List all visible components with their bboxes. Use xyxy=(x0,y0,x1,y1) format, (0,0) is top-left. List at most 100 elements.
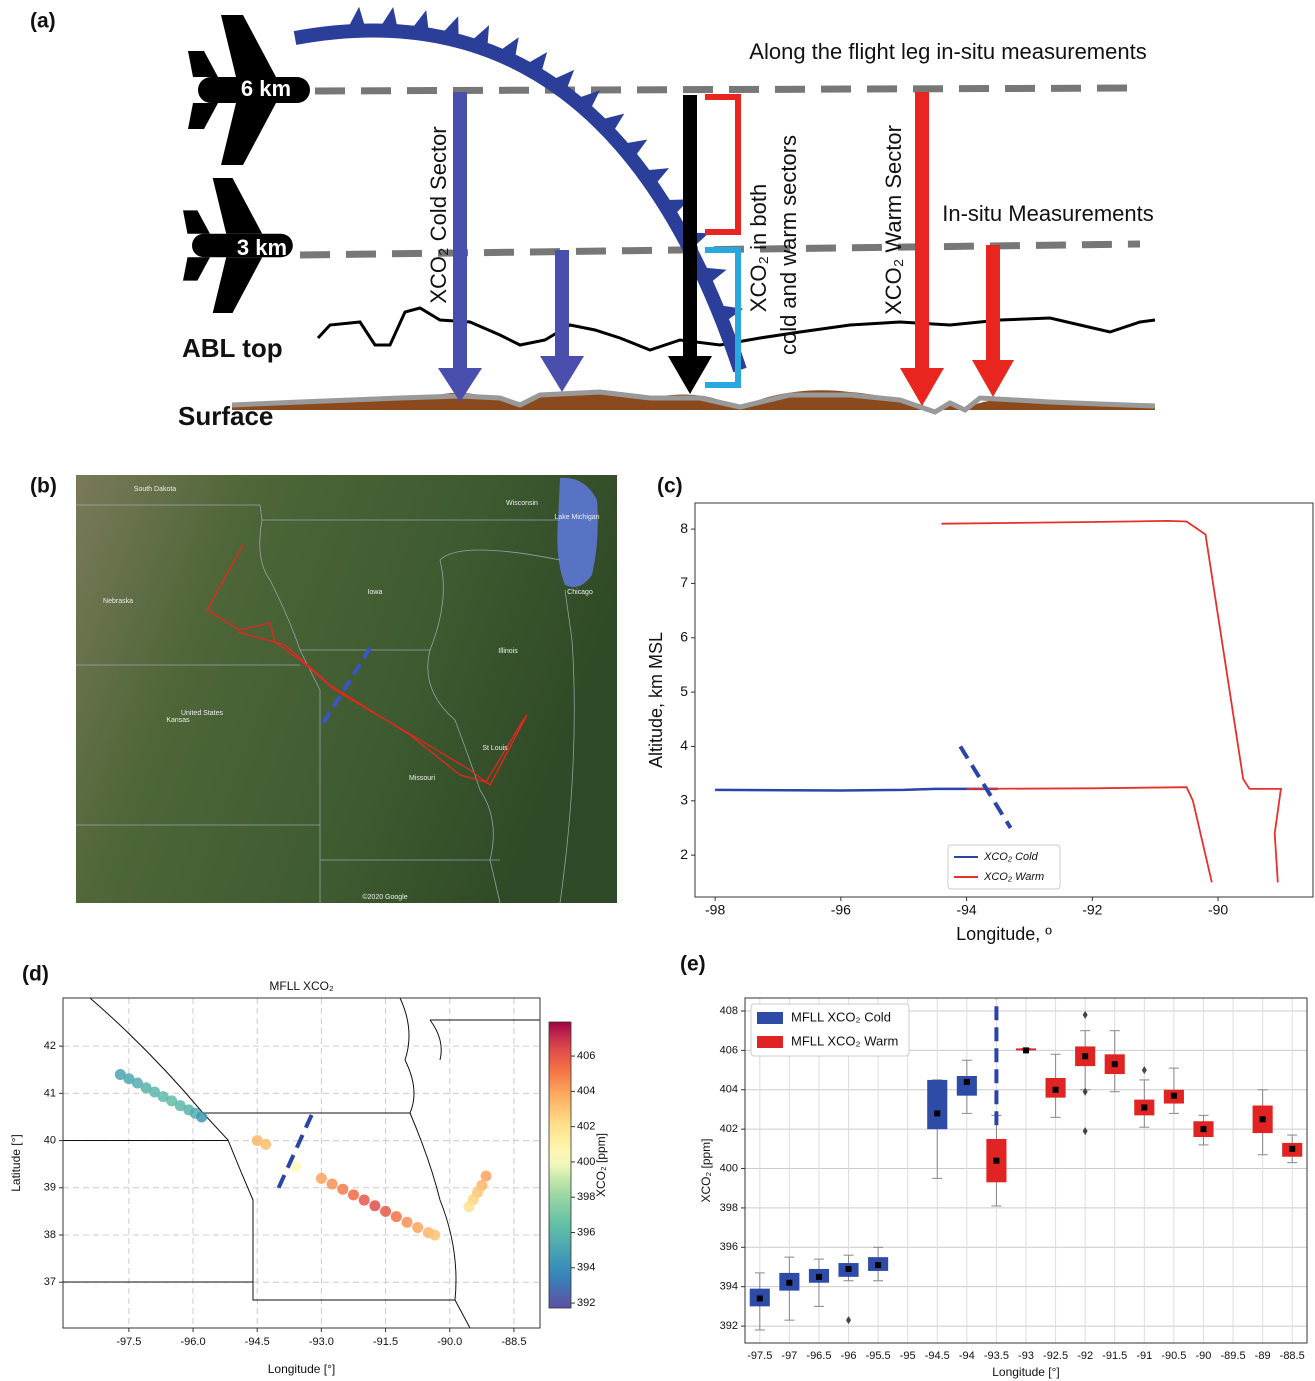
plot-frame xyxy=(694,502,1314,898)
x-tick-label: -96 xyxy=(831,902,851,918)
abl-top-line xyxy=(316,306,1156,352)
mean-marker xyxy=(1289,1145,1296,1152)
legend-label: MFLL XCO₂ Cold xyxy=(791,1009,891,1024)
lake xyxy=(557,477,598,588)
x-tick-label: -91 xyxy=(1136,1350,1152,1362)
map-label: Wisconsin xyxy=(506,500,538,507)
data-point xyxy=(401,1216,413,1228)
colorbar-tick-label: 394 xyxy=(577,1262,595,1274)
colorbar-tick-label: 400 xyxy=(577,1156,595,1168)
x-tick-label: -91.5 xyxy=(1102,1350,1127,1362)
y-tick-label: 396 xyxy=(720,1241,738,1253)
y-tick-label: 398 xyxy=(720,1202,738,1214)
y-tick-label: 402 xyxy=(720,1123,738,1135)
x-tick-label: -89 xyxy=(1255,1350,1271,1362)
front-tooth xyxy=(439,16,459,41)
data-point xyxy=(140,1082,152,1094)
mean-marker xyxy=(1082,1053,1089,1060)
data-point xyxy=(429,1229,441,1241)
front-tooth xyxy=(641,168,670,188)
arrow-head xyxy=(540,356,584,392)
x-tick-label: -89.5 xyxy=(1221,1350,1246,1362)
mean-marker xyxy=(1200,1126,1207,1133)
mean-marker xyxy=(815,1273,822,1280)
front-tooth xyxy=(573,90,600,113)
x-tick-label: -93.5 xyxy=(984,1350,1009,1362)
x-tick-label: -98 xyxy=(705,902,725,918)
x-tick-label: -92 xyxy=(1077,1350,1093,1362)
front-line xyxy=(320,646,372,727)
annotation: Surface xyxy=(178,401,273,431)
annotation: Along the flight leg in-situ measurement… xyxy=(749,39,1146,64)
altitude-line xyxy=(314,84,1141,95)
mean-marker xyxy=(1170,1092,1177,1099)
front-tooth xyxy=(409,10,430,35)
box xyxy=(927,1079,948,1130)
y-axis-label: Latitude [°] xyxy=(9,1134,23,1192)
mean-marker xyxy=(1141,1104,1148,1111)
mean-marker xyxy=(875,1262,882,1269)
plot-area xyxy=(695,503,1313,897)
map-label: Illinois xyxy=(498,648,518,655)
chart-title: MFLL XCO₂ xyxy=(269,979,334,993)
mean-marker xyxy=(993,1157,1000,1164)
bracket xyxy=(705,94,741,235)
x-tick-label: -88.5 xyxy=(501,1336,526,1348)
map-label: United States xyxy=(181,710,224,717)
altitude-label: 3 km xyxy=(237,235,287,260)
y-tick-label: 4 xyxy=(680,737,688,753)
x-tick-label: -97 xyxy=(781,1350,797,1362)
annotation: cold and warm sectors xyxy=(776,135,801,355)
y-tick-label: 408 xyxy=(720,1005,738,1017)
map-label: ©2020 Google xyxy=(362,893,407,901)
data-point xyxy=(326,1178,338,1190)
data-point xyxy=(114,1068,126,1080)
mean-marker xyxy=(934,1110,941,1117)
x-tick-label: -97.5 xyxy=(116,1336,141,1348)
x-tick-label: -95.5 xyxy=(866,1350,891,1362)
y-tick-label: 41 xyxy=(44,1087,56,1099)
surface-line xyxy=(231,389,1156,415)
flight-track xyxy=(206,544,528,786)
data-point xyxy=(412,1221,424,1233)
map-labels: South Dakota Wisconsin Lake Michigan Nebras… xyxy=(103,486,600,901)
y-tick-label: 406 xyxy=(720,1044,738,1056)
colorbar-tick-label: 404 xyxy=(577,1085,595,1097)
arrow xyxy=(683,95,697,360)
state-border xyxy=(409,1112,471,1329)
x-tick-label: -92 xyxy=(1082,902,1102,918)
mean-marker xyxy=(1111,1061,1118,1068)
plot-frame xyxy=(62,997,541,1329)
data-point xyxy=(390,1211,402,1223)
data-point xyxy=(131,1077,143,1089)
plot-frame xyxy=(744,997,1308,1344)
x-tick-label: -94.5 xyxy=(925,1350,950,1362)
annotation: In-situ Measurements xyxy=(942,201,1154,226)
front-tooth xyxy=(346,6,367,32)
x-tick-label: -90 xyxy=(1196,1350,1212,1362)
y-tick-label: 38 xyxy=(44,1229,56,1241)
data-line xyxy=(941,519,1282,883)
arrow-head xyxy=(972,360,1014,397)
altitude-label: 6 km xyxy=(241,76,291,101)
arrow xyxy=(986,245,1000,365)
x-tick-label: -97.5 xyxy=(747,1350,772,1362)
map-label: Kansas xyxy=(166,717,190,724)
colorbar xyxy=(548,1021,572,1309)
mean-marker xyxy=(786,1279,793,1286)
panel-label: (d) xyxy=(22,963,49,986)
colorbar-tick-label: 398 xyxy=(577,1191,595,1203)
annotation: XCO₂ Warm Sector xyxy=(881,125,906,315)
map-label: Lake Michigan xyxy=(554,514,599,521)
front-tooth xyxy=(698,267,727,286)
legend-swatch xyxy=(757,1012,783,1024)
y-tick-label: 5 xyxy=(680,683,688,699)
y-tick-label: 37 xyxy=(44,1276,56,1288)
legend-label: MFLL XCO₂ Warm xyxy=(791,1033,898,1048)
data-point xyxy=(123,1073,135,1085)
arrow xyxy=(555,250,569,360)
annotation: ABL top xyxy=(182,333,283,363)
x-tick-label: -92.5 xyxy=(1043,1350,1068,1362)
colorbar-tick-label: 392 xyxy=(577,1297,595,1309)
mean-marker xyxy=(1052,1086,1059,1093)
